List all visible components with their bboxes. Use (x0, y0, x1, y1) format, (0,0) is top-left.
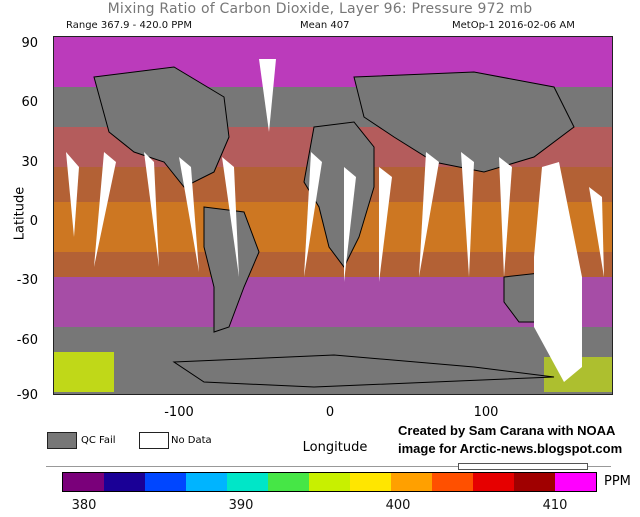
scale-indicator (458, 463, 588, 470)
colorbar-segment (432, 473, 473, 491)
co2-map (53, 36, 613, 395)
x-axis-label: Longitude (302, 440, 368, 455)
credit-line-1: Created by Sam Carana with NOAA (398, 423, 616, 438)
colorbar-segment (473, 473, 514, 491)
y-tick-90: 90 (21, 36, 38, 51)
colorbar-segment (104, 473, 145, 491)
no-data-label: No Data (171, 435, 212, 446)
y-axis-label: Latitude (12, 186, 28, 241)
y-tick-minus30: -30 (16, 273, 38, 288)
no-data-swatch (139, 432, 169, 449)
x-tick-minus100: -100 (164, 405, 194, 420)
colorbar-segment (309, 473, 350, 491)
y-tick-30: 30 (21, 155, 38, 170)
qc-fail-swatch (47, 432, 77, 449)
colorbar-segment (63, 473, 104, 491)
colorbar-segment (227, 473, 268, 491)
x-tick-0: 0 (325, 405, 335, 420)
x-tick-100: 100 (473, 405, 499, 420)
credit-line-2: image for Arctic-news.blogspot.com (398, 441, 623, 456)
no-data-swaths (66, 59, 604, 382)
map-graphic (54, 37, 612, 394)
range-label: Range 367.9 - 420.0 PPM (66, 20, 192, 31)
colorbar-tick-400: 400 (385, 498, 411, 513)
colorbar-tick-390: 390 (228, 498, 254, 513)
y-tick-minus90: -90 (16, 388, 38, 403)
continent-outlines (93, 66, 575, 388)
chart-title: Mixing Ratio of Carbon Dioxide, Layer 96… (107, 1, 533, 17)
divider-line (46, 466, 611, 467)
mean-label: Mean 407 (300, 20, 350, 31)
colorbar-segment (145, 473, 186, 491)
source-label: MetOp-1 2016-02-06 AM (452, 20, 575, 31)
y-tick-60: 60 (21, 95, 38, 110)
colorbar-tick-410: 410 (542, 498, 568, 513)
y-tick-minus60: -60 (16, 333, 38, 348)
colorbar (62, 472, 597, 492)
colorbar-segment (555, 473, 596, 491)
y-tick-0: 0 (29, 214, 38, 229)
qc-fail-label: QC Fail (81, 435, 116, 446)
colorbar-segment (268, 473, 309, 491)
colorbar-segment (350, 473, 391, 491)
colorbar-segment (391, 473, 432, 491)
colorbar-segment (514, 473, 555, 491)
colorbar-tick-380: 380 (71, 498, 97, 513)
colorbar-unit: PPM (604, 474, 631, 489)
colorbar-segment (186, 473, 227, 491)
